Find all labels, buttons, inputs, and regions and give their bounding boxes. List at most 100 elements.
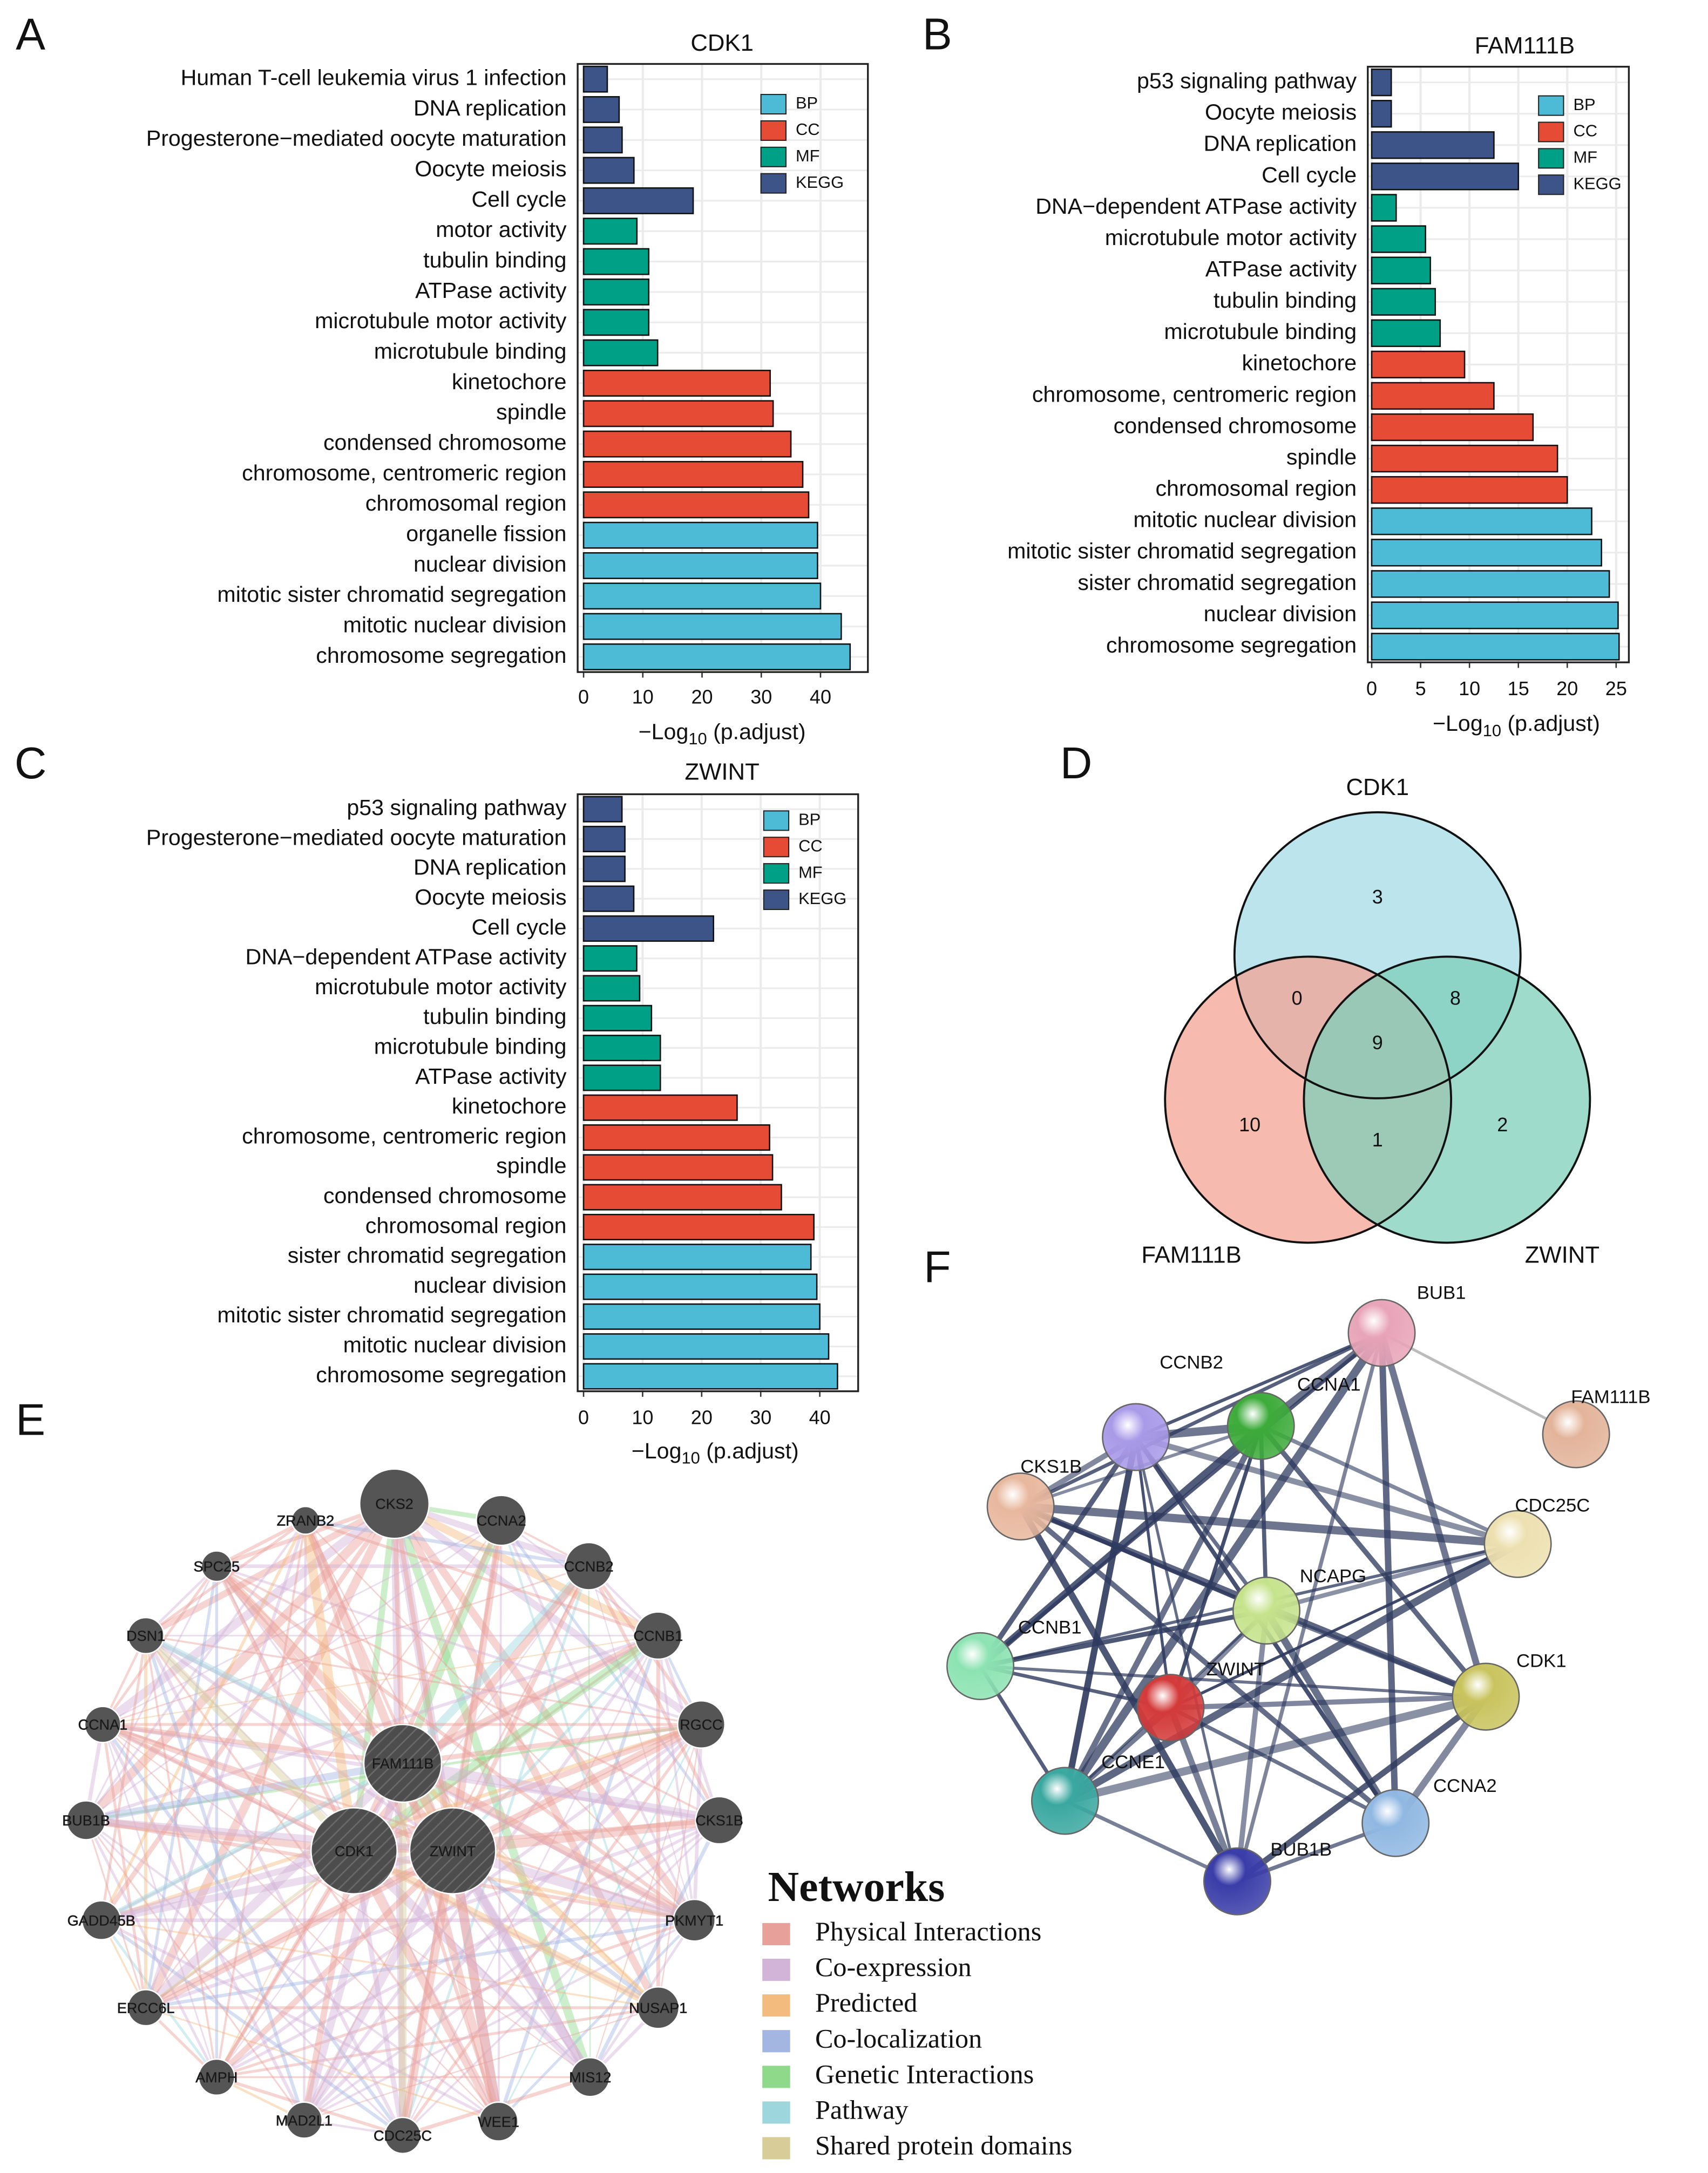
x-axis-label-text: −Log	[639, 719, 689, 744]
network-edge	[980, 1665, 1486, 1699]
network-edge	[85, 1816, 355, 1855]
network-edge	[301, 1518, 407, 1765]
bar	[1371, 476, 1568, 504]
network-edge	[215, 1565, 356, 1852]
category-label: Oocyte meiosis	[415, 157, 566, 181]
category-label: nuclear division	[1204, 601, 1357, 626]
venn-outline	[1164, 955, 1453, 1244]
bar	[582, 1303, 821, 1330]
network-edge	[103, 1635, 659, 1726]
bar	[582, 582, 822, 610]
node-label: BUB1	[1417, 1283, 1466, 1303]
network-edge	[1169, 1706, 1397, 1825]
network-edge	[143, 1760, 406, 2012]
x-tick-label: 20	[691, 686, 713, 708]
legend-label: MF	[798, 863, 823, 881]
node-label: CKS1B	[695, 1812, 743, 1829]
network-edge	[305, 1519, 659, 1637]
node-label: CCNB2	[1160, 1352, 1223, 1373]
network-edge	[215, 1519, 307, 1568]
network-node	[127, 1989, 165, 2027]
network-edge	[216, 2006, 659, 2079]
node-label: MAD2L1	[276, 2113, 333, 2129]
bar	[1371, 601, 1619, 629]
node-label: CDC25C	[374, 2128, 432, 2144]
x-axis-label-suffix: (p.adjust)	[707, 719, 806, 744]
network-node	[695, 1796, 744, 1845]
network-edge	[588, 1819, 721, 2078]
x-axis-label-subscript: 10	[1483, 721, 1501, 740]
network-edge	[145, 1634, 659, 2009]
network-edge	[302, 1723, 703, 2122]
network-edge	[402, 1819, 720, 2136]
network-edge	[102, 1519, 502, 1726]
legend-label: CC	[798, 836, 823, 855]
network-node	[478, 2101, 519, 2142]
venn-set	[1304, 956, 1590, 1243]
network-edge	[304, 1519, 695, 1921]
bar	[582, 796, 623, 823]
network-edge	[145, 1634, 454, 1852]
network-edge	[144, 1634, 404, 2136]
x-tick-label: 10	[1459, 677, 1480, 700]
legend-swatch	[762, 1923, 790, 1946]
category-label: chromosomal region	[365, 491, 567, 515]
network-edge	[402, 1635, 659, 2136]
network-edge	[214, 1849, 455, 2080]
bar	[582, 825, 626, 852]
x-axis-label-suffix: (p.adjust)	[700, 1438, 799, 1463]
category-label: microtubule motor activity	[315, 974, 567, 999]
network-edge	[102, 1723, 695, 1921]
bar	[582, 1064, 661, 1091]
network-edge	[391, 1503, 405, 1764]
network-edge	[99, 1502, 397, 1922]
category-label: Cell cycle	[471, 187, 566, 212]
category-label: ATPase activity	[415, 1064, 567, 1089]
category-label: condensed chromosome	[1114, 413, 1357, 438]
category-label: condensed chromosome	[323, 1183, 567, 1208]
network-edge	[215, 1564, 696, 1922]
bar	[582, 430, 792, 458]
protein-node	[1452, 1662, 1520, 1731]
bar	[1371, 507, 1592, 535]
network-edge	[1235, 1694, 1488, 1884]
network-edge	[497, 1919, 695, 2123]
network-edge	[300, 1849, 457, 2122]
network-node	[636, 1986, 680, 2029]
network-edge	[1235, 1332, 1384, 1882]
legend-swatch	[762, 2101, 790, 2124]
x-axis-label-suffix: (p.adjust)	[1501, 711, 1600, 736]
category-label: Oocyte meiosis	[415, 885, 566, 909]
category-label: chromosomal region	[1155, 476, 1357, 501]
network-edge	[216, 1565, 702, 1726]
bar	[1371, 570, 1610, 598]
network-edge	[589, 1724, 702, 2077]
bar	[582, 400, 774, 427]
node-label: DSN1	[126, 1628, 165, 1644]
x-tick-label: 20	[691, 1407, 713, 1429]
network-edge	[498, 1724, 702, 2122]
category-label: nuclear division	[414, 552, 567, 576]
category-label: microtubule motor activity	[315, 308, 567, 333]
network-node	[409, 1807, 497, 1895]
bar	[582, 279, 650, 305]
legend-swatch	[760, 146, 787, 167]
category-label: DNA replication	[414, 855, 567, 880]
category-label: chromosome segregation	[316, 1362, 566, 1387]
network-node	[198, 2058, 236, 2096]
legend-label: Pathway	[815, 2094, 909, 2124]
network-edge	[392, 1500, 660, 1640]
legend-swatch	[760, 173, 787, 194]
category-label: mitotic sister chromatid segregation	[217, 582, 566, 607]
node-label: ZWINT	[430, 1843, 476, 1859]
legend-label: Physical Interactions	[815, 1916, 1041, 1946]
x-axis-label-subscript: 10	[681, 1449, 700, 1468]
node-label: CDC25C	[1515, 1495, 1590, 1516]
network-edge	[85, 1760, 404, 1824]
network-edge	[1020, 1331, 1382, 1509]
network-edge	[1169, 1425, 1263, 1709]
category-label: DNA−dependent ATPase activity	[246, 945, 567, 969]
bar	[582, 945, 638, 972]
network-node	[634, 1611, 683, 1660]
bar	[582, 855, 626, 882]
